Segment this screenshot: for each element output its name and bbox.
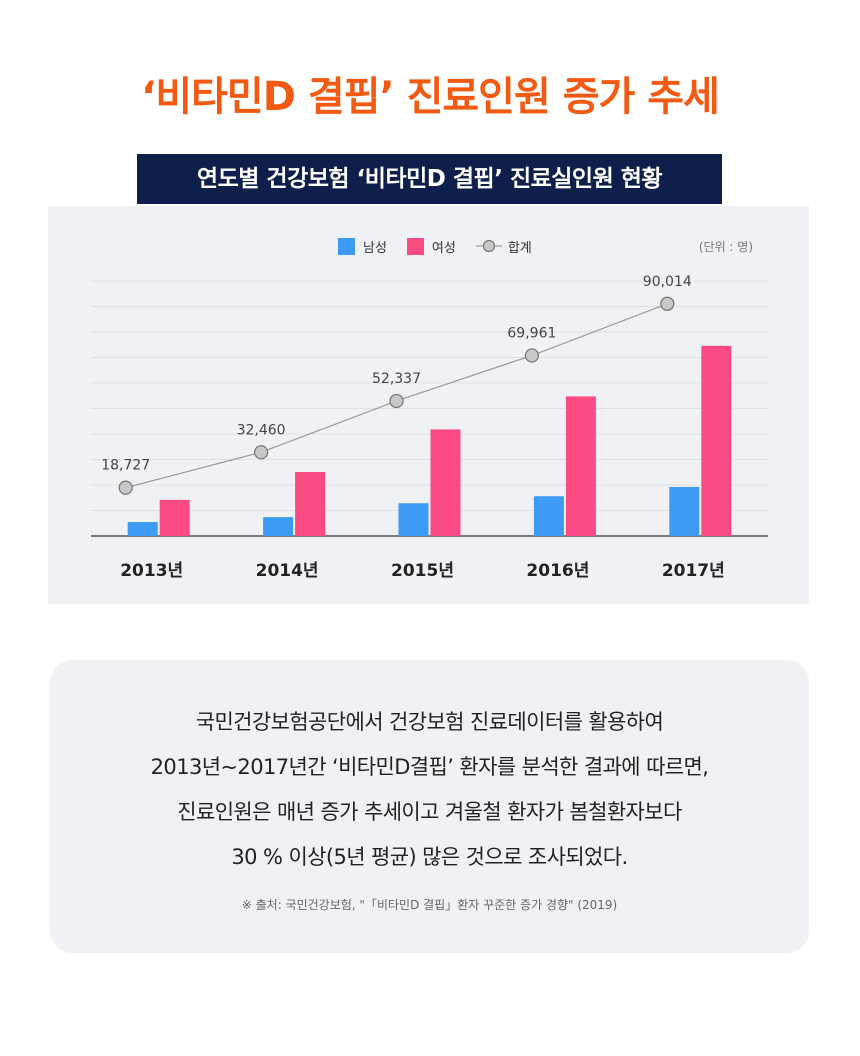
legend-swatch-male [338,237,355,255]
description-line-2: 2013년∼2017년간 ‘비타민D결핍’ 환자를 분석한 결과에 따르면, [150,755,709,779]
total-point-2016년 [524,348,540,363]
source-note: ※ 출처: 국민건강보험, "「비타민D 결핍」환자 꾸준한 증가 경향" (2… [241,898,618,912]
description-line-3: 진료인원은 매년 증가 추세이고 겨울철 환자가 봄철환자보다 [177,800,682,824]
legend-item-male: 남성 [338,237,387,256]
chart-plot: 2013년 2014년 2015년 2016년 2017년 18,727 32,460 52,… [91,274,768,581]
bar-female-2017년 [701,345,732,536]
legend-label-total: 합계 [507,240,532,256]
description-line-1: 국민건강보험공단에서 건강보험 진료데이터를 활용하여 [195,710,664,734]
chart-panel: 남성 여성 합계 (단위 : 명) 2013년 2014년 2015년 2016년 20… [48,206,809,604]
bar-male-2016년 [533,496,564,536]
legend-label-female: 여성 [431,240,456,256]
x-tick-label: 2017년 [662,561,725,581]
legend-label-male: 남성 [363,240,387,256]
bar-female-2016년 [565,396,596,536]
data-label-total: 69,961 [507,326,556,342]
x-tick-label: 2016년 [526,561,589,581]
bar-female-2015년 [430,429,461,536]
x-tick-label: 2013년 [120,561,183,581]
page-title: ‘비타민D 결핍’ 진료인원 증가 추세 [141,74,720,120]
data-label-total: 90,014 [643,274,692,290]
bar-female-2013년 [159,499,190,536]
legend-item-total: 합계 [475,237,532,256]
bar-male-2015년 [398,503,429,536]
description-line-4: 30 % 이상(5년 평균) 많은 것으로 조사되었다. [231,845,628,869]
description-box: 국민건강보험공단에서 건강보험 진료데이터를 활용하여 2013년∼2017년간… [50,660,809,953]
unit-note: (단위 : 명) [698,240,753,254]
data-label-total: 32,460 [237,422,286,438]
x-tick-label: 2014년 [256,561,319,581]
x-tick-label: 2015년 [391,561,454,581]
chart-legend: 남성 여성 합계 [338,236,552,256]
data-label-total: 52,337 [372,371,421,387]
bar-male-2014년 [263,517,294,536]
data-label-total: 18,727 [101,458,150,474]
bar-male-2017년 [669,486,700,536]
total-point-2013년 [118,480,133,495]
bar-male-2013년 [127,522,158,536]
legend-swatch-total [475,239,502,253]
total-point-2014년 [253,445,269,460]
total-point-2015년 [389,393,404,409]
chart-subtitle: 연도별 건강보험 ‘비타민D 결핍’ 진료실인원 현황 [137,154,722,204]
total-point-2017년 [660,296,675,311]
bar-female-2014년 [295,472,326,536]
legend-item-female: 여성 [406,237,456,256]
legend-swatch-female [406,237,424,255]
